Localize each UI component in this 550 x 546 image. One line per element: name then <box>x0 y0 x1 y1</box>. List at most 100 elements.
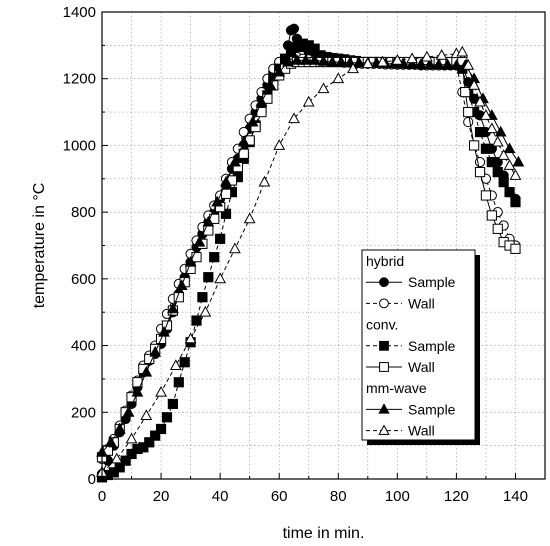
tick-layer: 0 20 40 60 80 100 120 1400200400600800100012001… <box>63 4 528 505</box>
legend-marker <box>378 403 390 414</box>
data-point <box>125 432 138 444</box>
data-point <box>480 109 492 120</box>
y-tick-label: 200 <box>71 404 96 421</box>
data-point <box>288 112 300 124</box>
data-point <box>326 55 339 67</box>
data-point <box>474 95 486 107</box>
data-point <box>199 305 212 317</box>
data-point <box>214 272 227 284</box>
data-point <box>406 58 419 69</box>
data-point <box>317 82 330 94</box>
data-point <box>126 392 137 403</box>
legend-series-label: Wall <box>408 423 435 439</box>
data-point <box>435 49 448 60</box>
data-point <box>131 385 144 397</box>
data-point <box>255 95 268 107</box>
data-point <box>463 106 474 118</box>
data-point <box>161 412 173 423</box>
data-point <box>432 58 445 70</box>
y-tick-label: 1000 <box>63 137 96 154</box>
x-tick-label: 120 <box>444 488 469 505</box>
data-point <box>361 57 374 69</box>
data-point <box>203 272 214 283</box>
data-point <box>299 54 312 65</box>
data-point <box>158 325 170 337</box>
data-point <box>246 115 259 127</box>
y-axis-title: temperature in °C <box>31 183 48 309</box>
data-point <box>191 252 202 263</box>
data-point <box>282 55 294 67</box>
data-point <box>460 86 471 98</box>
series-line <box>101 51 516 473</box>
data-point <box>492 167 503 178</box>
data-point <box>486 210 497 221</box>
x-tick-label: 80 <box>330 488 347 505</box>
data-point <box>503 142 516 154</box>
x-tick-label: 40 <box>212 488 229 505</box>
data-point <box>332 72 345 84</box>
data-point <box>462 59 475 70</box>
data-point <box>184 332 197 344</box>
legend-marker <box>379 362 389 372</box>
legend-group-title: hybrid <box>366 253 404 269</box>
data-point <box>122 405 135 417</box>
legend: hybridSampleWallconv.SampleWallmm-waveSa… <box>361 249 480 445</box>
data-point <box>273 65 286 77</box>
data-point <box>480 190 492 201</box>
x-tick-label: 60 <box>271 488 288 505</box>
data-point <box>209 252 220 263</box>
data-point <box>450 59 463 70</box>
data-point <box>510 243 521 254</box>
data-point <box>302 95 315 107</box>
data-point <box>166 302 179 314</box>
data-point <box>191 315 202 326</box>
data-point <box>193 235 206 247</box>
data-point <box>406 52 419 64</box>
data-point <box>486 157 497 168</box>
x-tick-label: 100 <box>385 488 410 505</box>
data-point <box>504 187 515 198</box>
data-point <box>468 79 481 90</box>
data-point <box>415 58 427 69</box>
y-tick-label: 800 <box>71 204 96 221</box>
data-point <box>273 139 286 150</box>
x-tick-label: 0 <box>98 488 106 505</box>
data-point <box>169 359 182 370</box>
data-point <box>480 143 492 154</box>
plot-frame <box>101 11 546 480</box>
data-point <box>491 135 504 147</box>
data-point <box>243 212 256 224</box>
data-point <box>155 385 167 397</box>
data-point <box>228 242 241 254</box>
data-point <box>391 54 404 65</box>
data-point <box>110 452 123 464</box>
data-point <box>238 148 249 159</box>
data-point <box>144 353 155 365</box>
data-point <box>309 43 320 54</box>
data-point <box>197 292 208 303</box>
data-point <box>485 122 498 134</box>
data-point <box>149 345 162 357</box>
data-point <box>155 423 167 435</box>
data-point <box>474 126 486 138</box>
x-tick-label: 140 <box>503 488 528 505</box>
data-point <box>220 208 232 219</box>
data-point <box>291 54 303 65</box>
data-point <box>228 155 241 167</box>
legend-marker <box>379 340 389 351</box>
data-point <box>175 279 188 290</box>
data-point <box>376 55 389 67</box>
data-point <box>317 55 330 66</box>
legend-series-label: Sample <box>408 401 456 417</box>
data-point <box>456 45 469 57</box>
data-point <box>237 135 250 147</box>
data-point <box>179 357 190 368</box>
data-point <box>503 159 516 170</box>
data-point <box>510 197 521 208</box>
data-point <box>347 62 359 74</box>
y-tick-label: 1400 <box>63 4 96 21</box>
y-tick-label: 0 <box>88 471 96 488</box>
data-point <box>211 195 224 207</box>
data-point <box>469 140 480 151</box>
data-point <box>509 169 522 180</box>
